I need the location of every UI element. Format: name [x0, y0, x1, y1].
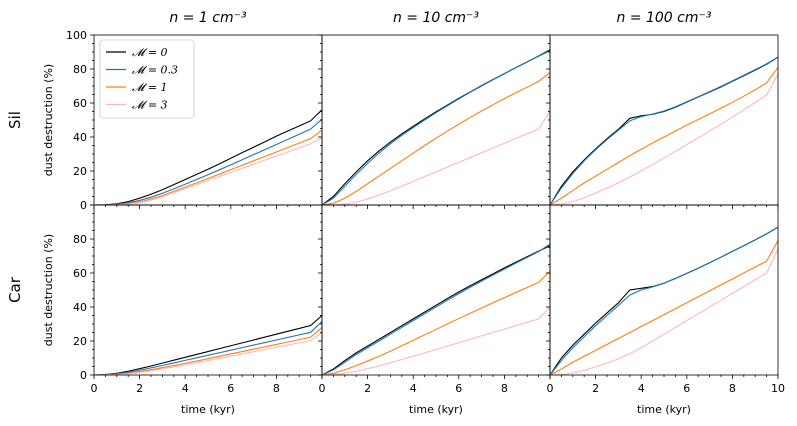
x-axis-label: time (kyr)	[409, 403, 463, 416]
x-tick-label: 4	[182, 382, 189, 395]
panel	[318, 34, 551, 209]
legend-label: 𝓜 = 0	[132, 46, 168, 59]
series-line	[549, 56, 779, 206]
y-tick-label: 80	[73, 63, 87, 76]
series-line	[549, 66, 779, 206]
legend-label: 𝓜 = 1	[132, 81, 168, 94]
y-axis-label: dust destruction (%)	[42, 64, 55, 176]
row-label: Car	[6, 276, 24, 303]
x-tick-label: 4	[410, 382, 417, 395]
series-line	[94, 137, 323, 206]
series-line	[549, 240, 779, 376]
x-tick-label: 2	[592, 382, 599, 395]
legend: 𝓜 = 0 𝓜 = 0.3 𝓜 = 1 𝓜 = 3	[99, 39, 195, 119]
series-line	[322, 111, 551, 206]
legend-label: 𝓜 = 3	[132, 99, 168, 112]
y-tick-label: 0	[80, 369, 87, 382]
series-line	[549, 226, 779, 376]
row-label: Sil	[6, 111, 24, 129]
panel: 0 2 4 6 8 10	[546, 204, 785, 395]
y-tick-label: 40	[73, 301, 87, 314]
x-axis-label: time (kyr)	[637, 403, 691, 416]
series-line	[549, 73, 779, 206]
series-line	[93, 109, 323, 206]
y-axis-label: dust destruction (%)	[42, 234, 55, 346]
x-tick-label: 4	[638, 382, 645, 395]
series-line	[321, 270, 551, 376]
x-tick-label: 10	[771, 382, 785, 395]
x-tick-label: 2	[364, 382, 371, 395]
series-line	[321, 48, 551, 206]
x-tick-label: 0	[319, 382, 326, 395]
column-title: n = 10 cm⁻³	[393, 10, 479, 26]
series-line	[93, 321, 323, 376]
x-tick-label: 6	[227, 382, 234, 395]
y-tick-label: 60	[73, 97, 87, 110]
series-line	[93, 118, 323, 206]
x-tick-label: 2	[136, 382, 143, 395]
y-tick-label: 40	[73, 131, 87, 144]
x-axis-label: time (kyr)	[181, 403, 235, 416]
panel: 0 20 40 60 80 0 2 4 6 8	[73, 204, 323, 395]
series-line	[94, 129, 323, 206]
series-line	[321, 306, 551, 376]
x-tick-label: 6	[683, 382, 690, 395]
panel-frame	[549, 204, 779, 376]
x-tick-label: 6	[455, 382, 462, 395]
y-tick-label: 80	[73, 233, 87, 246]
x-tick-label: 8	[501, 382, 508, 395]
x-tick-label: 0	[91, 382, 98, 395]
series-line	[93, 326, 323, 376]
column-title: n = 100 cm⁻³	[616, 10, 711, 26]
y-tick-label: 20	[73, 165, 87, 178]
panel-frame	[549, 34, 779, 206]
series-line	[549, 248, 779, 376]
legend-label: 𝓜 = 0.3	[132, 64, 178, 77]
y-tick-label: 60	[73, 267, 87, 280]
x-tick-label: 8	[729, 382, 736, 395]
series-line	[321, 49, 551, 206]
y-tick-label: 100	[66, 29, 87, 42]
panel: 0 2 4 6 8	[318, 204, 551, 395]
series-line	[93, 315, 323, 376]
legend-box	[99, 39, 195, 119]
column-title: n = 1 cm⁻³	[169, 10, 247, 26]
x-tick-label: 8	[273, 382, 280, 395]
panel	[546, 34, 779, 209]
series-line	[94, 332, 323, 376]
series-line	[321, 71, 551, 206]
panel-frame	[93, 204, 323, 376]
panel-frame	[321, 34, 551, 206]
y-tick-label: 20	[73, 335, 87, 348]
y-tick-label: 0	[80, 199, 87, 212]
series-line	[549, 226, 779, 376]
series-line	[321, 245, 551, 376]
series-line	[321, 243, 551, 376]
x-tick-label: 0	[547, 382, 554, 395]
